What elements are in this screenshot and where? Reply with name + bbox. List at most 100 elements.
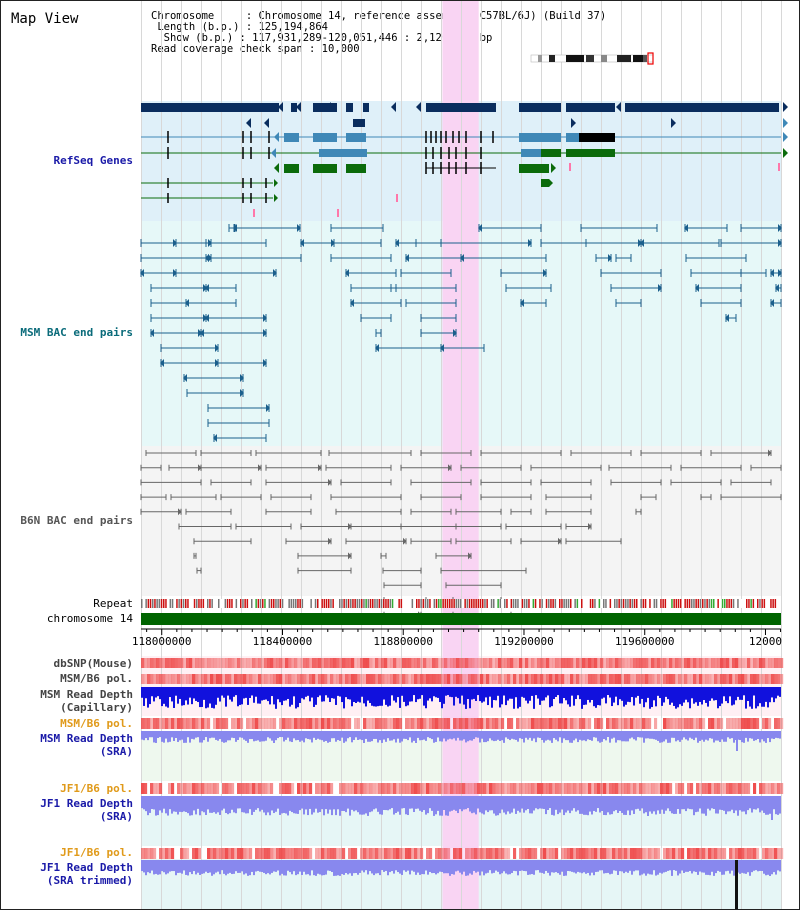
msm-sra-depth-bar [757,731,759,740]
jf1-b6-pol-trimmed [630,848,634,859]
jf1-trimmed-depth-bar [701,860,703,873]
jf1-trimmed-depth-bar [657,860,659,875]
msm-capillary-depth-bar [233,687,235,697]
msm-b6-pol-sra [621,718,625,729]
jf1-sra-depth-bar [511,796,513,813]
info-length: Length (b.p.) : 125,194,864 [151,21,329,33]
repeat-element [398,599,400,608]
repeat-element [697,599,700,608]
msm-b6-polymorphism [423,674,427,684]
jf1-trimmed-depth-bar [315,860,317,876]
jf1-sra-depth-bar [505,796,507,815]
msm-capillary-depth-bar [161,687,163,707]
jf1-b6-polymorphism [243,783,247,794]
msm-sra-depth-bar [209,731,211,739]
msm-capillary-depth-bar [707,687,709,707]
msm-b6-polymorphism [603,674,607,684]
jf1-sra-depth-bar [345,796,347,813]
jf1-b6-polymorphism [630,783,634,794]
repeat-element [270,599,273,608]
dbsnp-density [705,658,709,668]
track-label-jf1-b6-pol-trim[interactable]: JF1/B6 pol. [60,846,133,859]
jf1-trimmed-depth-bar [573,860,575,873]
jf1-sra-depth-bar [743,796,745,812]
dbsnp-density [648,658,652,668]
msm-capillary-depth-bar [257,687,259,704]
jf1-trimmed-depth-bar [281,860,283,874]
repeat-element [512,599,515,608]
repeat-element [141,599,143,608]
msm-capillary-depth-bar [305,687,307,697]
track-label-msm-depth-capillary[interactable]: MSM Read Depth (Capillary) [40,688,133,714]
msm-b6-polymorphism [225,674,229,684]
dbsnp-density [438,658,442,668]
msm-b6-polymorphism [777,674,781,684]
jf1-b6-polymorphism [198,783,202,794]
track-label-refseq[interactable]: RefSeq Genes [53,154,133,167]
msm-b6-polymorphism [657,674,661,684]
track-label-jf1-depth-sra[interactable]: JF1 Read Depth (SRA) [40,797,133,823]
track-label-jf1-depth-trimmed[interactable]: JF1 Read Depth (SRA trimmed) [40,861,133,887]
track-label-msm-depth-sra[interactable]: MSM Read Depth (SRA) [40,732,133,758]
jf1-b6-pol-trimmed [162,848,166,859]
msm-b6-polymorphism [444,674,448,684]
jf1-b6-polymorphism [447,783,451,794]
jf1-trimmed-depth-bar [627,860,629,873]
msm-capillary-depth-bar [513,687,515,709]
msm-b6-pol-sra [261,718,265,729]
jf1-trimmed-depth-bar [667,860,669,871]
jf1-sra-depth-bar [513,796,515,809]
jf1-trimmed-depth-bar [661,860,663,874]
msm-b6-polymorphism [732,674,736,684]
track-label-jf1-b6-pol[interactable]: JF1/B6 pol. [60,782,133,795]
jf1-trimmed-depth-bar [145,860,147,876]
msm-sra-depth-bar [459,731,461,741]
msm-sra-depth-bar [507,731,509,739]
repeat-element [187,599,189,608]
msm-capillary-depth-bar [363,687,365,704]
track-label-dbsnp[interactable]: dbSNP(Mouse) [53,657,133,670]
bac-end-arrow [520,299,524,307]
repeat-element [420,599,422,608]
msm-sra-depth-bar [729,731,731,739]
jf1-sra-depth-bar [575,796,577,812]
jf1-trimmed-depth-bar [335,860,337,876]
track-label-msm-b6-pol-sra[interactable]: MSM/B6 pol. [60,717,133,730]
msm-capillary-depth-bar [685,687,687,700]
dbsnp-density [735,658,739,668]
jf1-trimmed-depth-bar [413,860,415,872]
track-label-msm-b6-pol[interactable]: MSM/B6 pol. [60,672,133,685]
strand-arrow [274,163,279,173]
msm-b6-polymorphism [375,674,379,684]
jf1-sra-depth-bar [353,796,355,812]
dbsnp-density [219,658,223,668]
msm-capillary-depth-bar [763,687,765,707]
jf1-b6-polymorphism [498,783,502,794]
msm-sra-depth-bar [275,731,277,741]
dbsnp-density [180,658,184,668]
msm-b6-polymorphism [336,674,340,684]
jf1-b6-polymorphism [495,783,499,794]
track-label-b6n-bac[interactable]: B6N BAC end pairs [20,514,133,527]
msm-sra-depth-bar [341,731,343,738]
msm-sra-depth-bar [749,731,751,739]
strand-arrow [274,194,278,202]
axis-tick-label: 118400000 [253,635,313,648]
jf1-b6-polymorphism [753,783,757,794]
msm-capillary-depth-bar [165,687,167,707]
track-label-msm-bac[interactable]: MSM BAC end pairs [20,326,133,339]
msm-b6-pol-sra [561,718,565,729]
msm-b6-polymorphism [750,674,754,684]
jf1-sra-depth-bar [201,796,203,812]
jf1-b6-pol-trimmed [486,848,490,859]
msm-b6-polymorphism [696,674,700,684]
jf1-sra-depth-bar [475,796,477,815]
msm-capillary-depth-bar [147,687,149,708]
jf1-sra-depth-bar [653,796,655,812]
jf1-trimmed-depth-bar [191,860,193,875]
msm-sra-depth-bar [705,731,707,740]
jf1-sra-depth-bar [441,796,443,816]
jf1-b6-polymorphism [648,783,652,794]
msm-b6-pol-sra [498,718,502,729]
